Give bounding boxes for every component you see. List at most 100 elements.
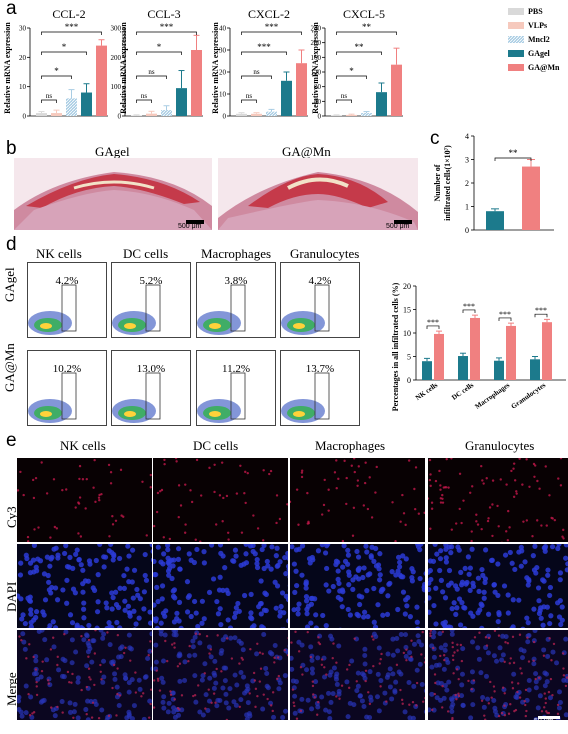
- d-tick-label-2: 10: [403, 329, 411, 338]
- micrograph-texture-0-3: [428, 458, 565, 542]
- flow-percent-1-0: 10.2%: [52, 363, 82, 375]
- d-tick-label-0: 0: [407, 376, 411, 385]
- flow-gate-1-0: [61, 372, 77, 420]
- d-bar-0-0: [422, 361, 432, 380]
- panel-label-e: e: [6, 430, 17, 451]
- bar-1-4: [191, 50, 202, 116]
- sig-bracket-1-3: [136, 31, 197, 35]
- flow-percent-0-1: 5.2%: [139, 275, 163, 287]
- panel-label-d: d: [6, 234, 17, 255]
- sig-label-1-1: ns: [148, 68, 155, 76]
- bar-0-1: [51, 113, 62, 116]
- sig-label-0-2: *: [62, 42, 67, 52]
- panel-d-chart: 0 5 10 15 20 *** NK cells *** DC cells *** Macroph…: [391, 282, 566, 411]
- y-tick-label-2-4: 40: [219, 25, 227, 33]
- chart-title-0: CCL-2: [52, 7, 85, 21]
- flow-gate-0-3: [314, 284, 330, 332]
- y-tick-label-3-4: 160: [311, 54, 322, 62]
- bar-2-2: [266, 111, 277, 116]
- scale-bar-e: [538, 716, 560, 719]
- y-tick-label-2-2: 20: [219, 69, 227, 77]
- micrograph-texture-0-0: [17, 458, 152, 542]
- c-tick-label-4: 4: [465, 132, 469, 141]
- sig-label-3-3: **: [362, 22, 372, 32]
- micrograph-texture-2-0: [17, 630, 152, 720]
- sig-bracket-2-3: [241, 31, 302, 35]
- flow-density-1-0: [28, 372, 77, 423]
- y-tick-label-0-1: 10: [19, 83, 27, 91]
- micrograph-1-0: [17, 544, 152, 628]
- y-tick-label-3-3: 120: [311, 69, 322, 77]
- c-tick-label-2: 2: [465, 179, 469, 188]
- c-sig-label: **: [509, 148, 519, 158]
- flow-density-0-2: [197, 284, 246, 335]
- d-sig-bracket-0: [426, 325, 440, 329]
- y-tick-label-3-1: 40: [314, 98, 322, 106]
- bar-1-2: [161, 110, 172, 116]
- micrograph-texture-1-3: [428, 544, 568, 628]
- panel-label-b: b: [6, 138, 17, 159]
- c-ylabel-end: ): [443, 145, 452, 148]
- y-tick-label-2-3: 30: [219, 47, 227, 55]
- legend-label-0: PBS: [528, 7, 543, 16]
- flow-gate-1-3: [314, 372, 330, 420]
- d-bar-2-0: [494, 360, 504, 380]
- flow-density-0-0: [28, 284, 77, 335]
- d-xtick-label-2: Macrophages: [474, 381, 512, 411]
- flow-gate-1-2: [230, 372, 246, 420]
- flow-percent-0-0: 4.2%: [55, 275, 79, 287]
- micrograph-0-3: [428, 458, 568, 542]
- y-tick-label-1-1: 100: [111, 83, 122, 91]
- c-ylabel-line2: infiltrated cells(1×107): [443, 145, 452, 221]
- flow-percent-0-2: 3.8%: [224, 275, 248, 287]
- d-bar-1-1: [470, 317, 480, 380]
- sig-bracket-1-1: [136, 75, 167, 79]
- y-tick-label-0-2: 20: [19, 54, 27, 62]
- flow-row-gagel: GAgel: [2, 267, 17, 302]
- sig-label-2-3: ***: [265, 22, 279, 32]
- d-tick-label-1: 5: [407, 353, 411, 362]
- d-ylabel: Percentages in all infiltrated cells (%): [391, 282, 400, 411]
- sig-label-0-0: ns: [46, 92, 53, 100]
- d-xtick-label-0: NK cells: [414, 381, 439, 402]
- flow-gate-0-1: [145, 284, 161, 332]
- flow-plot-0-2: 3.8%: [196, 262, 276, 338]
- flow-plot-0-3: 4.2%: [280, 262, 360, 338]
- micrograph-texture-1-1: [153, 544, 288, 628]
- flow-row-gamn: GA@Mn: [2, 343, 17, 392]
- c-bar-1: [522, 166, 540, 230]
- bar-1-0: [131, 115, 142, 116]
- flow-cloud-core-0-3: [293, 323, 305, 329]
- y-tick-label-1-2: 200: [111, 54, 122, 62]
- micrograph-2-1: [153, 630, 288, 720]
- sig-label-0-3: ***: [65, 22, 79, 32]
- scale-bar-b2: [394, 220, 412, 224]
- flow-gate-1-1: [145, 372, 161, 420]
- sig-bracket-3-2: [336, 51, 382, 55]
- sig-bracket-1-0: [136, 99, 152, 103]
- bar-3-4: [391, 64, 402, 116]
- panel-c-chart: 0 1 2 3 4 ** Number of infiltrated cells(1×107): [433, 132, 554, 235]
- flow-gate-0-0: [61, 284, 77, 332]
- legend-label-4: GA@Mn: [528, 63, 560, 72]
- d-xtick-label-3: Granulocytes: [510, 381, 548, 411]
- c-tick-label-3: 3: [465, 156, 469, 165]
- legend-swatch-1: [508, 22, 524, 29]
- sig-label-3-1: *: [349, 66, 354, 76]
- sig-bracket-2-0: [241, 99, 257, 103]
- flow-density-0-1: [112, 284, 161, 335]
- sig-bracket-3-3: [336, 31, 397, 35]
- flow-plot-0-0: 4.2%: [27, 262, 107, 338]
- d-bar-1-0: [458, 356, 468, 380]
- legend-swatch-4: [508, 64, 524, 71]
- y-tick-label-3-5: 200: [311, 39, 322, 47]
- micrograph-1-3: [428, 544, 568, 628]
- flow-percent-1-3: 13.7%: [305, 363, 335, 375]
- scale-label-b2: 500 μm: [386, 223, 410, 230]
- y-tick-label-3-0: 0: [318, 113, 322, 121]
- d-sig-label-2: ***: [499, 310, 511, 319]
- histology-left-title: GAgel: [95, 144, 130, 159]
- flow-cloud-core-0-1: [124, 323, 136, 329]
- d-tick-label-4: 20: [403, 282, 411, 291]
- c-bar-0: [486, 211, 504, 230]
